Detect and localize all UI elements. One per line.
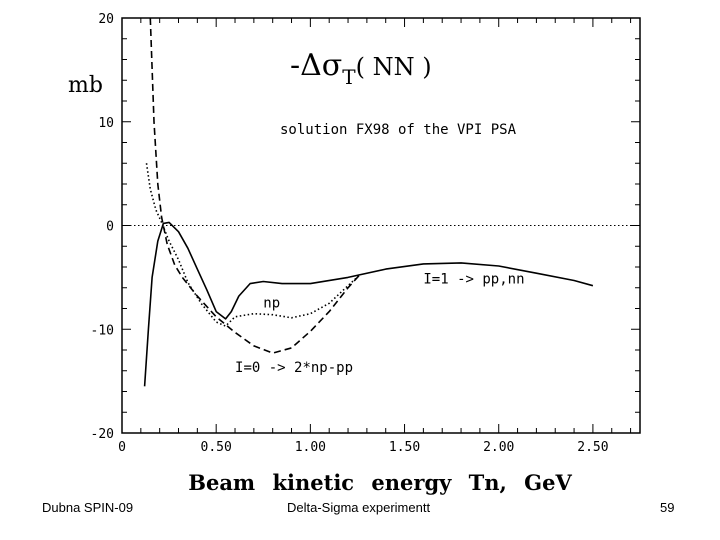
- series-line-1: [145, 163, 360, 327]
- label-i0: I=0 -> 2*np-pp: [235, 360, 353, 376]
- y-tick-label: 10: [98, 116, 114, 131]
- x-tick-label: 0: [118, 440, 126, 455]
- label-np: np: [263, 295, 280, 311]
- x-tick-label: 1.00: [295, 440, 326, 455]
- series-line-2: [149, 17, 360, 354]
- y-tick-label: -20: [91, 427, 114, 442]
- y-axis-label: mb: [68, 73, 103, 98]
- footer-right: 59: [660, 500, 675, 515]
- x-tick-label: 1.50: [389, 440, 420, 455]
- y-tick-label: 20: [98, 12, 114, 27]
- label-i1: I=1 -> pp,nn: [423, 272, 524, 288]
- tick-labels: 20 10 0 -10 -20 0 0.50 1.00 1.50 2.00 2.50: [91, 12, 609, 455]
- footer-left: Dubna SPIN-09: [42, 500, 134, 515]
- series-line-0: [143, 221, 594, 387]
- series-layer: [143, 17, 594, 387]
- x-tick-label: 2.00: [483, 440, 514, 455]
- x-axis-label: Beam kinetic energy Tn, GeV: [188, 470, 572, 495]
- chart-title: -ΔσT( NN ): [290, 48, 432, 89]
- x-tick-label: 0.50: [201, 440, 232, 455]
- chart-subtitle: solution FX98 of the VPI PSA: [280, 122, 517, 138]
- footer-center: Delta-Sigma experimentt: [287, 500, 431, 515]
- x-tick-label: 2.50: [577, 440, 608, 455]
- y-tick-label: -10: [91, 323, 114, 338]
- chart-title-suffix: ( NN ): [356, 53, 432, 81]
- y-tick-label: 0: [106, 220, 114, 235]
- chart-title-subscript: T: [342, 65, 356, 89]
